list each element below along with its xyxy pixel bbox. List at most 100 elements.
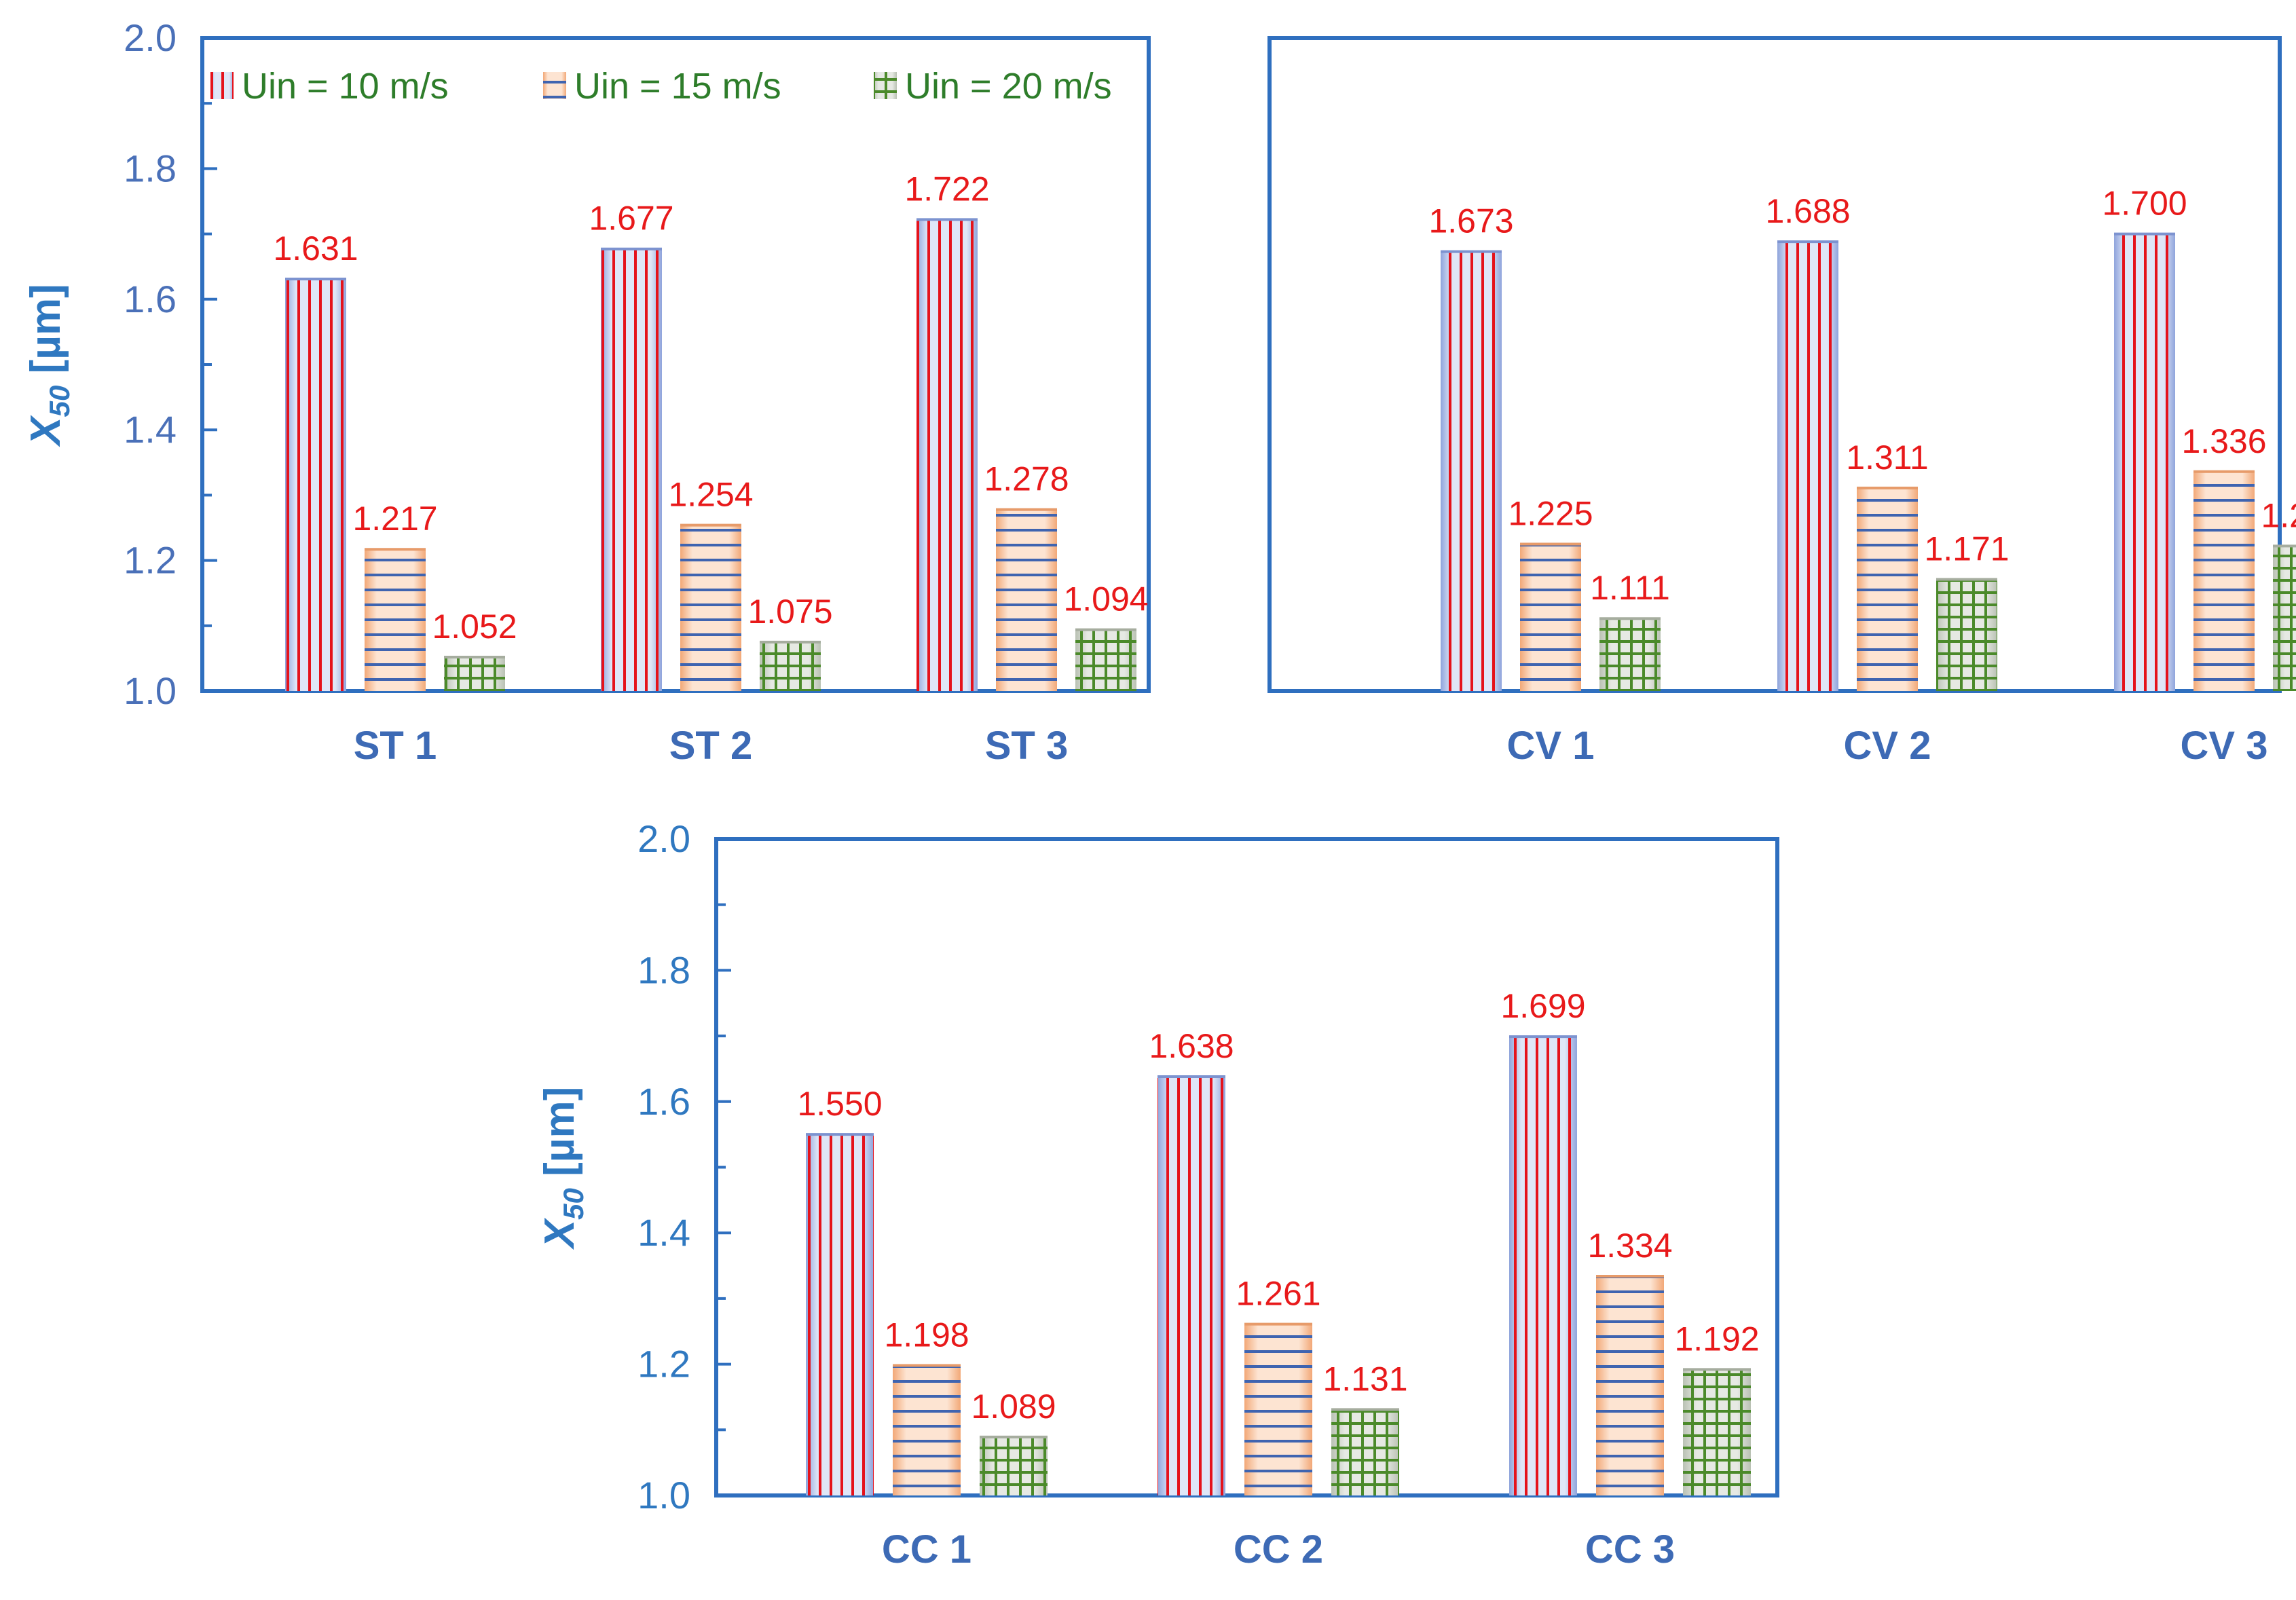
bar-pattern: [1075, 629, 1136, 691]
legend-item-1: Uin = 10 m/s: [210, 66, 449, 107]
bar-cc2-s2: [1244, 1322, 1312, 1495]
bar-pattern: [444, 656, 505, 691]
bar-pattern: [980, 1436, 1048, 1495]
bar-cc3-s1: [1509, 1035, 1577, 1495]
legend-label: Uin = 10 m/s: [242, 66, 449, 107]
bar-pattern: [806, 1134, 874, 1495]
bar-st3-s1: [916, 218, 978, 691]
value-label: 1.225: [1508, 495, 1593, 533]
value-label: 1.094: [1063, 580, 1148, 618]
y-tick-label: 1.4: [124, 408, 177, 451]
value-label: 1.261: [1236, 1275, 1320, 1313]
plot-frame: [1267, 36, 2282, 693]
y-tick-label: 2.0: [637, 817, 690, 860]
bar-st2-s1: [601, 247, 662, 691]
value-label: 1.089: [971, 1388, 1056, 1426]
value-label: 1.111: [1590, 569, 1670, 607]
chart-panel-1: 1.0 1.2 1.4 1.6 1.8 2.0 X50 [µm] 1.631 1.217 1.05…: [22, 16, 1151, 768]
bar-cv2-s3: [1936, 578, 1997, 691]
bar-pattern: [365, 549, 426, 691]
y-tick-label: 1.8: [124, 147, 177, 189]
value-label: 1.550: [797, 1085, 882, 1123]
y-tick-label: 1.4: [637, 1211, 690, 1254]
y-tick-label: 2.0: [124, 16, 177, 59]
legend-label: Uin = 20 m/s: [905, 66, 1112, 107]
bar-pattern: [1244, 1324, 1312, 1495]
value-label: 1.192: [1674, 1320, 1759, 1358]
legend-item-3: Uin = 20 m/s: [874, 66, 1112, 107]
y-tick-label: 1.6: [124, 278, 177, 320]
value-label: 1.052: [432, 608, 517, 646]
bar-cv3-s2: [2193, 470, 2255, 691]
bar-pattern: [1599, 618, 1661, 691]
y-tick-label: 1.8: [637, 948, 690, 991]
category-label: CV 3: [2181, 724, 2268, 768]
bar-pattern: [2193, 471, 2255, 691]
legend-swatch-pattern: [543, 72, 566, 99]
bar-cc3-s2: [1596, 1275, 1664, 1495]
bar-pattern: [1441, 251, 1502, 692]
legend-swatch-pattern: [874, 72, 897, 99]
bar-st2-s3: [760, 640, 821, 691]
bar-pattern: [2114, 234, 2175, 692]
bar-pattern: [1777, 242, 1838, 691]
value-label: 1.673: [1428, 202, 1513, 240]
bar-st1-s3: [444, 655, 505, 691]
bar-pattern: [916, 219, 978, 691]
value-label: 1.677: [589, 200, 673, 238]
bar-pattern: [1331, 1409, 1399, 1495]
bar-pattern: [1936, 579, 1997, 691]
value-label: 1.131: [1322, 1360, 1407, 1398]
bar-cc2-s1: [1158, 1075, 1225, 1495]
value-label: 1.075: [747, 593, 832, 631]
bar-pattern: [2273, 546, 2296, 691]
value-label: 1.198: [884, 1316, 969, 1354]
value-label: 1.254: [668, 476, 753, 514]
bar-pattern: [1683, 1369, 1751, 1495]
bar-pattern: [1857, 487, 1918, 691]
category-label: CC 3: [1585, 1527, 1675, 1571]
bar-st1-s1: [285, 277, 346, 691]
value-label: 1.688: [1765, 192, 1850, 230]
value-label: 1.217: [352, 500, 437, 538]
bar-pattern: [996, 509, 1057, 691]
value-label: 1.722: [904, 170, 989, 208]
bar-pattern: [1520, 544, 1581, 691]
bar-st3-s2: [996, 508, 1057, 691]
legend: Uin = 10 m/s Uin = 15 m/s Uin = 20 m/s: [210, 66, 1112, 107]
bar-cc1-s3: [980, 1435, 1048, 1495]
value-label: 1.700: [2102, 185, 2187, 223]
value-label: 1.699: [1500, 987, 1585, 1025]
category-label: CV 2: [1844, 724, 1931, 768]
bar-cv3-s3: [2273, 544, 2296, 691]
y-tick-label: 1.0: [124, 669, 177, 712]
category-label: CV 1: [1507, 724, 1595, 768]
value-label: 1.336: [2181, 422, 2266, 460]
legend-label: Uin = 15 m/s: [574, 66, 781, 107]
y-tick-label: 1.2: [637, 1343, 690, 1385]
category-label: ST 3: [985, 724, 1069, 768]
bar-st2-s2: [680, 523, 741, 691]
bar-st1-s2: [365, 548, 426, 691]
category-label: CC 2: [1234, 1527, 1323, 1571]
value-label: 1.171: [1924, 529, 2009, 568]
bar-cv2-s1: [1777, 240, 1838, 691]
value-label: 1.638: [1149, 1027, 1234, 1065]
bar-pattern: [760, 641, 821, 691]
value-label: 1.631: [273, 229, 358, 267]
legend-swatch-pattern: [210, 72, 234, 99]
bar-cv1-s3: [1599, 617, 1661, 691]
bar-pattern: [680, 525, 741, 691]
chart-panel-2: 1.673 1.225 1.111 CV 1 1.688 1.311 1.171 CV 2 1.…: [1267, 36, 2296, 768]
bar-cv1-s2: [1520, 542, 1581, 691]
value-label: 1.311: [1846, 439, 1928, 477]
y-tick-label: 1.2: [124, 539, 177, 582]
bar-pattern: [601, 248, 662, 691]
value-label: 1.222: [2261, 496, 2296, 534]
category-label: ST 2: [669, 724, 753, 768]
bar-pattern: [1509, 1037, 1577, 1495]
bar-cc1-s1: [806, 1133, 874, 1495]
bar-cc3-s3: [1683, 1368, 1751, 1495]
y-tick-label: 1.0: [637, 1474, 690, 1517]
